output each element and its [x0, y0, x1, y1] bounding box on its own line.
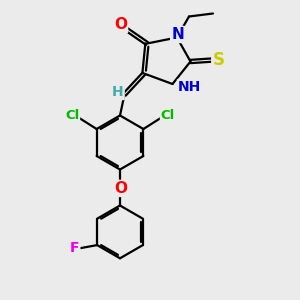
Text: O: O [114, 181, 127, 196]
Text: O: O [114, 17, 127, 32]
Text: N: N [171, 27, 184, 42]
Text: S: S [212, 51, 224, 69]
Text: H: H [112, 85, 124, 99]
Text: Cl: Cl [161, 109, 175, 122]
Text: NH: NH [178, 80, 201, 94]
Text: F: F [70, 241, 80, 255]
Text: Cl: Cl [65, 109, 79, 122]
